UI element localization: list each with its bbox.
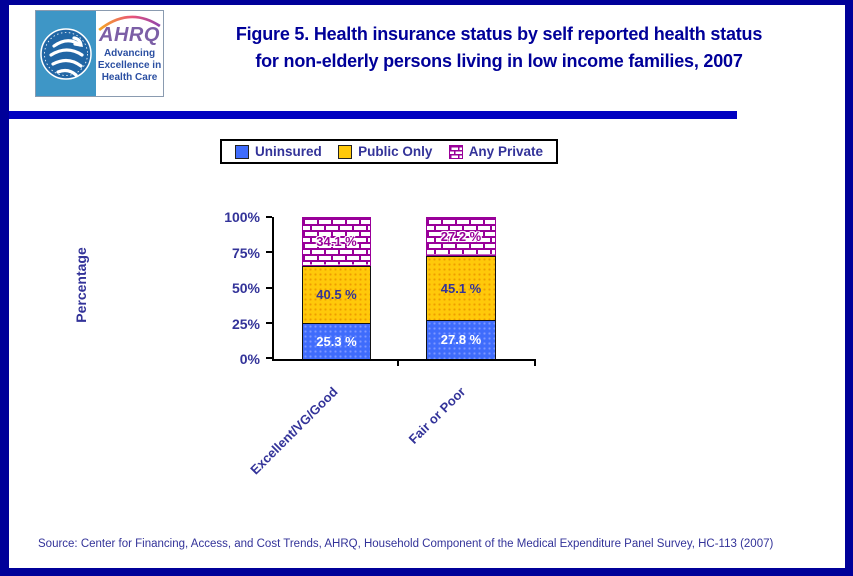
stacked-bar-fair-or-poor: 27.8 % 45.1 % 27.2 %	[426, 217, 496, 359]
hhs-seal	[36, 11, 96, 96]
segment-any-private: 34.1 %	[302, 217, 371, 266]
legend-item-any-private: Any Private	[448, 144, 543, 159]
value-label: 40.5 %	[316, 287, 357, 303]
rainbow-arc-icon	[98, 15, 161, 32]
y-tickmark	[266, 251, 272, 253]
ahrq-tagline: Advancing Excellence in Health Care	[97, 48, 162, 83]
value-label: 27.2 %	[440, 228, 482, 244]
ahrq-logo-panel: AHRQ Advancing Excellence in Health Care	[96, 11, 163, 96]
category-label-fair-or-poor: Fair or Poor	[405, 384, 469, 447]
figure-title-line2: for non-elderly persons living in low in…	[255, 51, 743, 71]
y-axis-title: Percentage	[73, 247, 89, 323]
x-tickmark	[534, 361, 536, 366]
value-label: 25.3 %	[316, 334, 357, 350]
category-label-excellent-vg-good: Excellent/VG/Good	[247, 384, 341, 478]
uninsured-swatch-icon	[235, 144, 249, 159]
ytick-label-100: 100%	[224, 209, 260, 225]
legend-label: Uninsured	[255, 144, 322, 159]
ytick-label-0: 0%	[239, 351, 260, 367]
x-tickmark	[397, 361, 399, 366]
ytick-label-25: 25%	[231, 315, 260, 332]
public-only-swatch-icon	[338, 144, 353, 159]
segment-public-only: 40.5 %	[302, 265, 371, 324]
figure-title: Figure 5. Health insurance status by sel…	[149, 21, 845, 75]
plot-area: 25.3 % 40.5 % 34.1 % 27.8 % 45.1 % 27.2 …	[266, 216, 536, 366]
ytick-label-50: 50%	[231, 280, 260, 296]
any-private-swatch-icon	[448, 144, 463, 159]
segment-public-only: 45.1 %	[426, 255, 496, 320]
source-note: Source: Center for Financing, Access, an…	[38, 538, 774, 550]
value-label: 34.1 %	[316, 233, 357, 249]
value-label: 45.1 %	[440, 280, 482, 296]
brick-pattern-fill	[427, 218, 495, 255]
legend-item-uninsured: Uninsured	[235, 144, 322, 159]
value-label: 27.8 %	[440, 332, 482, 348]
ahrq-acronym: AHRQ	[99, 24, 160, 46]
legend-label: Public Only	[358, 144, 433, 159]
y-tickmark	[266, 322, 272, 324]
y-tickmark	[266, 357, 272, 359]
hhs-ahrq-logo: AHRQ Advancing Excellence in Health Care	[35, 10, 164, 97]
segment-any-private: 27.2 %	[426, 217, 496, 256]
brick-pattern-fill	[303, 218, 370, 265]
ytick-label-75: 75%	[231, 244, 260, 261]
segment-uninsured: 27.8 %	[426, 319, 496, 359]
figure-title-line1: Figure 5. Health insurance status by sel…	[235, 24, 763, 44]
legend-label: Any Private	[468, 144, 543, 159]
stacked-bar-excellent-vg-good: 25.3 % 40.5 % 34.1 %	[302, 217, 371, 359]
legend-item-public-only: Public Only	[338, 144, 432, 159]
chart-legend: Uninsured Public Only Any Private	[220, 139, 558, 164]
y-tickmark	[266, 216, 272, 218]
header-divider-rule	[9, 111, 737, 119]
y-tickmark	[266, 287, 272, 289]
hhs-eagle-icon	[40, 27, 92, 80]
segment-uninsured: 25.3 %	[302, 323, 371, 359]
